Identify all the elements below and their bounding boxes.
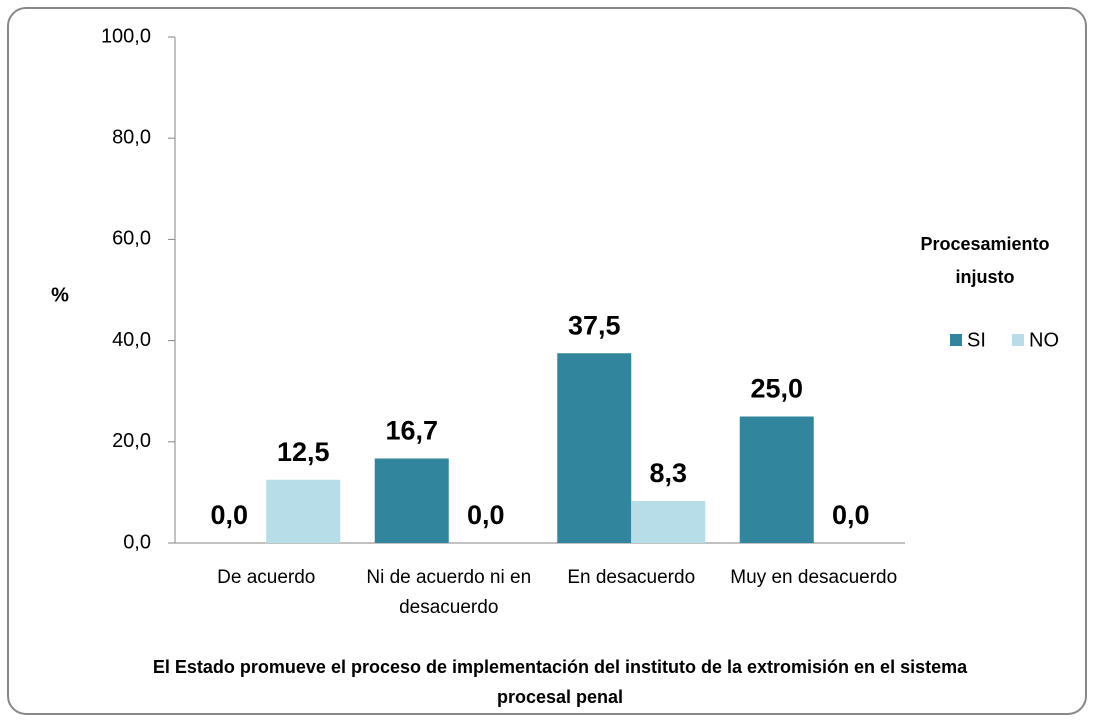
x-tick-label: Ni de acuerdo ni en desacuerdo <box>366 567 532 618</box>
bar <box>266 479 341 543</box>
x-tick-label: Muy en desacuerdo <box>730 567 898 588</box>
data-label: 0,0 <box>832 500 870 530</box>
data-label: 16,7 <box>385 416 438 446</box>
chart-frame <box>7 7 1087 715</box>
data-label: 0,0 <box>467 500 505 530</box>
legend-swatch <box>950 334 962 346</box>
data-label: 8,3 <box>649 458 687 488</box>
bar <box>739 416 814 543</box>
legend-label: SI <box>967 329 986 351</box>
data-label: 12,5 <box>277 437 330 467</box>
legend-label: NO <box>1029 329 1059 351</box>
legend-swatch <box>1012 334 1024 346</box>
x-tick-label: De acuerdo <box>217 567 316 588</box>
y-axis-label: % <box>51 284 69 306</box>
y-tick-label: 40,0 <box>112 329 151 351</box>
y-tick-label: 0,0 <box>123 531 151 553</box>
y-tick-label: 100,0 <box>101 25 151 47</box>
bar <box>557 353 632 543</box>
y-tick-label: 60,0 <box>112 228 151 250</box>
x-tick-label: En desacuerdo <box>567 567 696 588</box>
bar <box>631 501 706 543</box>
x-axis-label: El Estado promueve el proceso de impleme… <box>152 657 968 707</box>
bar <box>374 458 449 543</box>
data-label: 0,0 <box>210 500 248 530</box>
data-label: 37,5 <box>568 310 621 340</box>
y-tick-label: 80,0 <box>112 126 151 148</box>
data-label: 25,0 <box>750 374 803 404</box>
y-tick-label: 20,0 <box>112 430 151 452</box>
legend-title: Procesamiento injusto <box>920 234 1050 287</box>
